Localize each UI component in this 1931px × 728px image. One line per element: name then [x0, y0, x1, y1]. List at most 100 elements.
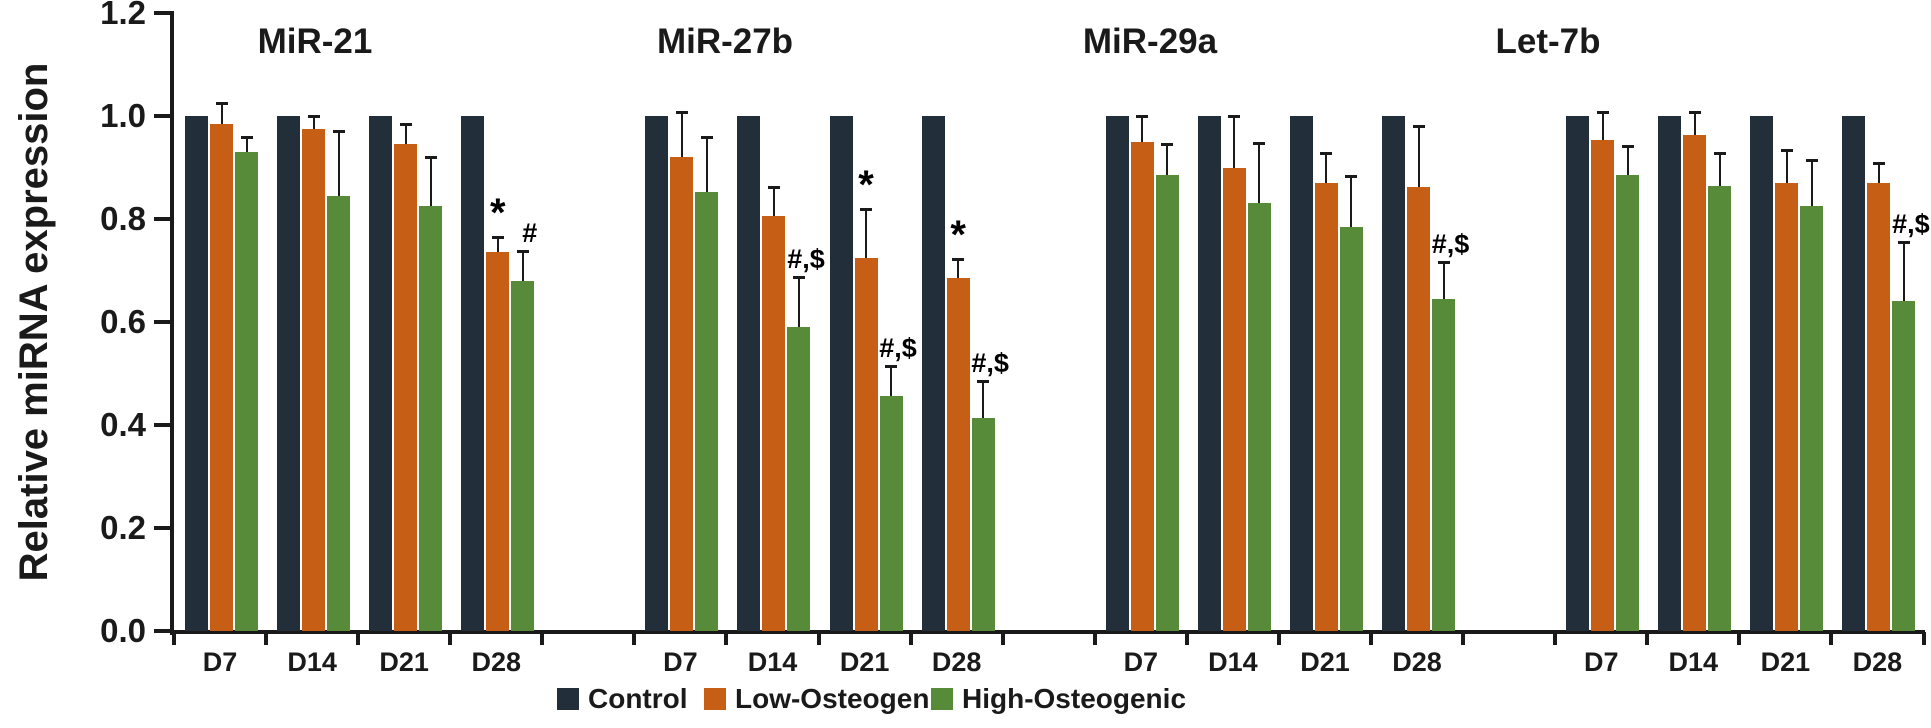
bar-let-7b-d21-control — [1750, 116, 1774, 631]
error-bar-cap — [1412, 125, 1425, 129]
error-bar-cap — [424, 156, 437, 160]
y-tick — [154, 217, 174, 221]
error-bar-cap — [1228, 115, 1241, 118]
bar-mir-29a-d7-low-osteogenic — [1130, 141, 1154, 631]
error-bar-cap — [952, 258, 965, 262]
bar-mir-29a-d14-low-osteogenic — [1222, 167, 1246, 631]
bar-mir-21-d7-high-osteogenic — [235, 152, 258, 631]
bar-let-7b-d28-low-osteogenic — [1867, 182, 1891, 631]
x-category-label: D14 — [1668, 647, 1719, 677]
error-bar — [1233, 116, 1236, 168]
error-bar-cap — [1437, 261, 1450, 265]
legend-label-low-osteogenic: Low-Osteogenic — [735, 683, 953, 714]
bar-mir-27b-d21-low-osteogenic — [854, 257, 878, 631]
error-bar — [1417, 126, 1420, 188]
x-tick — [1369, 632, 1374, 645]
error-bar-cap — [792, 276, 805, 280]
error-bar — [1902, 241, 1905, 302]
error-bar-cap — [1621, 144, 1634, 148]
error-bar — [337, 131, 340, 196]
group-title-mir-27b: MiR-27b — [656, 22, 794, 61]
bar-mir-21-d7-control — [185, 116, 208, 631]
x-tick — [1645, 632, 1650, 645]
y-tick — [154, 423, 174, 427]
legend: Control Low-Osteogenic High-Osteogenic — [0, 684, 1931, 718]
error-bar — [772, 187, 775, 217]
y-tick-label: 0.6 — [100, 303, 146, 340]
y-tick — [154, 11, 174, 15]
bar-let-7b-d7-control — [1566, 116, 1590, 631]
x-tick — [908, 632, 913, 645]
x-tick — [1553, 632, 1558, 645]
error-bar — [865, 209, 868, 258]
bar-let-7b-d21-low-osteogenic — [1775, 182, 1799, 631]
x-tick — [1737, 632, 1742, 645]
x-category-label: D28 — [1852, 647, 1903, 677]
significance-marker: #,$ — [1892, 208, 1930, 239]
error-bar — [496, 237, 499, 253]
x-tick — [1921, 632, 1926, 645]
x-tick — [356, 632, 361, 645]
bar-mir-27b-d7-high-osteogenic — [695, 192, 719, 631]
error-bar-cap — [1136, 115, 1149, 118]
x-tick — [724, 632, 729, 645]
bar-mir-27b-d7-control — [645, 116, 669, 631]
x-tick — [1461, 632, 1466, 645]
y-tick-label: 1.0 — [100, 97, 146, 134]
error-bar-cap — [332, 130, 345, 134]
x-category-label: D7 — [202, 647, 238, 677]
error-bar — [404, 123, 407, 145]
x-tick — [1000, 632, 1005, 645]
x-category-label: D14 — [287, 647, 337, 677]
bar-mir-27b-d28-low-osteogenic — [946, 278, 970, 631]
bar-let-7b-d14-control — [1658, 116, 1682, 631]
error-bar — [680, 111, 683, 158]
error-bar-cap — [516, 249, 529, 253]
bar-mir-29a-d14-high-osteogenic — [1247, 202, 1271, 631]
error-bar-cap — [240, 135, 253, 139]
error-bar — [245, 136, 248, 153]
error-bar — [797, 277, 800, 328]
x-category-label: D28 — [931, 647, 982, 677]
error-bar — [1166, 143, 1169, 176]
error-bar-cap — [700, 135, 713, 139]
x-tick — [1184, 632, 1189, 645]
y-tick — [154, 114, 174, 118]
bar-let-7b-d7-low-osteogenic — [1591, 140, 1615, 631]
x-tick — [1829, 632, 1834, 645]
error-bar-cap — [675, 110, 688, 114]
x-tick — [172, 632, 176, 645]
significance-marker: * — [950, 213, 966, 258]
y-tick-label: 0.4 — [100, 406, 146, 443]
group-title-mir-29a: MiR-29a — [1082, 22, 1218, 61]
x-category-label: D7 — [663, 647, 698, 677]
bar-let-7b-d21-high-osteogenic — [1800, 206, 1824, 631]
error-bar — [1325, 153, 1328, 183]
y-tick-label: 0.8 — [100, 200, 146, 237]
x-category-label: D14 — [1208, 647, 1258, 677]
error-bar-cap — [1161, 142, 1174, 146]
y-tick-label: 0.2 — [100, 509, 146, 546]
significance-marker: # — [522, 217, 538, 248]
bar-mir-21-d14-high-osteogenic — [327, 195, 351, 631]
error-bar — [429, 157, 432, 207]
bar-mir-29a-d21-control — [1289, 116, 1313, 631]
x-category-label: D21 — [839, 647, 890, 677]
x-category-label: D21 — [1300, 647, 1350, 677]
error-bar-cap — [767, 186, 780, 190]
bar-let-7b-d28-control — [1842, 116, 1866, 631]
error-bar — [1442, 262, 1445, 299]
bar-mir-29a-d21-low-osteogenic — [1314, 182, 1338, 631]
error-bar — [220, 103, 223, 124]
x-tick — [816, 632, 821, 645]
error-bar-cap — [1805, 158, 1818, 162]
error-bar — [1258, 142, 1261, 203]
error-bar — [1810, 159, 1813, 207]
bar-mir-27b-d7-low-osteogenic — [670, 157, 694, 631]
bar-mir-21-d28-low-osteogenic — [486, 252, 510, 631]
x-category-label: D28 — [471, 647, 522, 677]
y-tick — [154, 526, 174, 530]
error-bar — [1626, 145, 1629, 176]
bar-mir-29a-d21-high-osteogenic — [1339, 227, 1363, 631]
